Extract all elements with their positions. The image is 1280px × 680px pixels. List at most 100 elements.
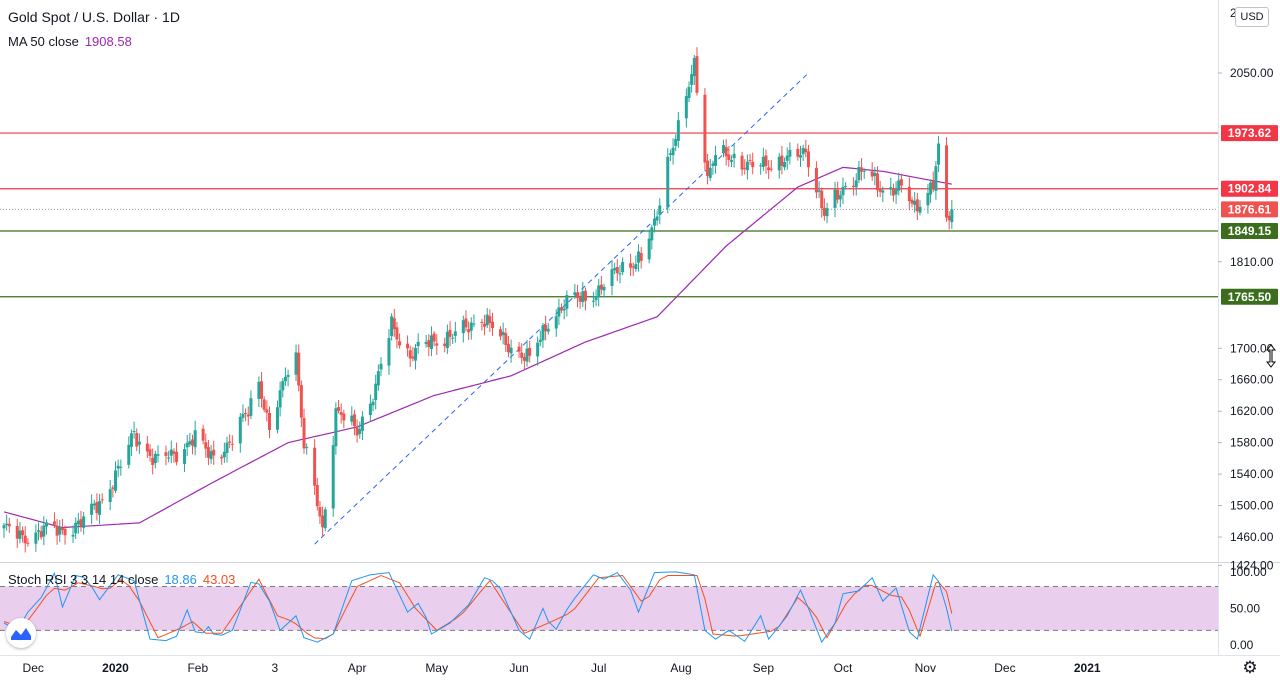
candle [222, 451, 226, 458]
candle [464, 318, 468, 328]
candle [950, 209, 954, 223]
candle [23, 535, 27, 544]
candle [119, 466, 123, 468]
candle [913, 200, 917, 205]
candle [937, 143, 941, 165]
candle [220, 456, 224, 459]
candle [337, 407, 341, 411]
ma-legend[interactable]: MA 50 close 1908.58 [8, 34, 138, 49]
candle [416, 341, 420, 346]
price-tick-label: 1700.00 [1230, 341, 1274, 355]
candle [321, 515, 325, 528]
candle [650, 227, 654, 241]
candle [114, 470, 118, 491]
candle [44, 522, 48, 527]
candle [129, 433, 133, 447]
candle [79, 519, 83, 527]
candle [58, 526, 62, 535]
candle [108, 489, 112, 502]
candle [599, 284, 603, 290]
price-level-badge [1221, 288, 1278, 305]
candle [167, 457, 171, 459]
candle [249, 398, 253, 416]
candle [209, 451, 213, 460]
candle [63, 528, 67, 536]
price-tick-label: 1540.00 [1230, 467, 1274, 481]
price-level-label: 1902.84 [1228, 182, 1272, 196]
candle [26, 542, 30, 544]
stoch-rsi-tick-label: 100.00 [1230, 565, 1267, 579]
candle [814, 167, 818, 193]
price-tick-label: 1424.00 [1230, 558, 1274, 572]
candle [506, 343, 510, 353]
candle [573, 292, 577, 295]
candle [169, 449, 173, 456]
candle [833, 189, 837, 208]
candle [21, 530, 25, 536]
candle [788, 149, 792, 157]
candle [655, 216, 659, 221]
candle [918, 206, 922, 213]
candle [934, 166, 938, 191]
candle [175, 451, 179, 463]
candle [546, 328, 550, 332]
candle [684, 96, 688, 119]
candle [629, 263, 633, 268]
candle [517, 346, 521, 352]
candle [191, 439, 195, 446]
candle [74, 522, 78, 534]
candle [137, 441, 141, 445]
candle [801, 147, 805, 155]
candle [690, 74, 694, 85]
price-level-label: 1765.50 [1228, 290, 1272, 304]
stoch-rsi-k-line [3, 571, 953, 644]
candle [374, 383, 378, 401]
candle [376, 371, 380, 386]
candle [334, 408, 338, 447]
stoch-rsi-legend[interactable]: Stoch RSI 3 3 14 14 close 18.86 43.03 [8, 572, 241, 587]
candle [926, 192, 930, 206]
candle [634, 264, 638, 270]
candle [554, 316, 558, 329]
candle [695, 56, 699, 93]
candle [491, 321, 495, 328]
candle [392, 318, 396, 330]
candle [355, 427, 359, 436]
candle [844, 185, 848, 187]
settings-gear-icon[interactable]: ⚙ [1242, 658, 1258, 677]
candle [854, 180, 858, 188]
candle [201, 428, 205, 441]
candle [822, 207, 826, 216]
candle [740, 155, 744, 170]
candle [777, 156, 781, 171]
candle [862, 170, 866, 172]
price-level-label: 1849.15 [1228, 224, 1272, 238]
price-tick-label: 1460.00 [1230, 530, 1274, 544]
candle [358, 429, 362, 434]
candle [692, 58, 696, 77]
candle [878, 189, 882, 192]
time-axis-label: 2020 [102, 661, 129, 675]
candle [302, 418, 306, 449]
candle [804, 148, 808, 153]
candle [42, 525, 46, 537]
candle [536, 342, 540, 357]
candle [443, 343, 447, 347]
stoch-rsi-tick-label: 0.00 [1230, 638, 1254, 652]
tradingview-logo-icon[interactable] [6, 618, 36, 648]
candle [857, 166, 861, 181]
candle [841, 186, 845, 196]
symbol-title[interactable]: Gold Spot / U.S. Dollar · 1D [8, 9, 180, 25]
candle [575, 292, 579, 298]
currency-badge[interactable]: USD [1235, 7, 1269, 27]
candle [610, 269, 614, 286]
candle [538, 339, 542, 343]
candle [578, 297, 582, 302]
candle [352, 414, 356, 427]
candle [151, 457, 155, 465]
candle [453, 331, 457, 336]
price-tick-label: 1580.00 [1230, 436, 1274, 450]
candle [613, 268, 617, 271]
